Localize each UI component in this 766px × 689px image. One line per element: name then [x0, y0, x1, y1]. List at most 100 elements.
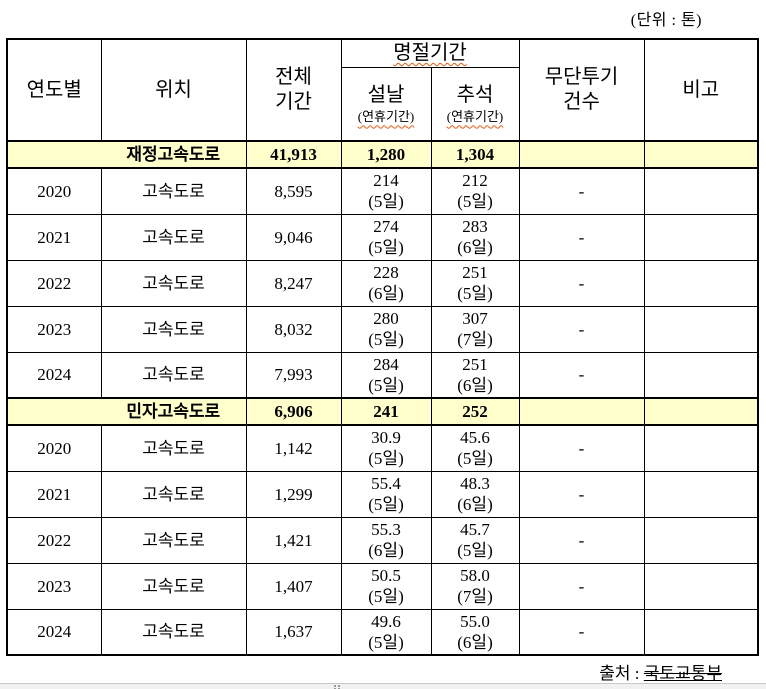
dumping-stats-table: 연도별 위치 전체 기간 명절기간 무단투기 건수 비고 설날 (연휴기간) 추…	[6, 38, 760, 656]
table-row: 2022 고속도로 1,421 55.3 (6일) 45.7 (5일) -	[6, 516, 759, 564]
seollal-sub-label: (연휴기간)	[357, 109, 415, 125]
total-cell: 9,046	[245, 213, 342, 261]
remarks-cell	[643, 259, 759, 307]
dumping-count-cell	[518, 140, 645, 169]
year-cell: 2024	[6, 608, 102, 656]
location-cell: 민자고속도로	[100, 397, 247, 426]
location-cell: 고속도로	[100, 351, 247, 399]
year-cell: 2021	[6, 470, 102, 518]
remarks-cell	[643, 424, 759, 472]
remarks-cell	[643, 470, 759, 518]
chuseok-cell: 45.7 (5일)	[430, 516, 520, 564]
holiday-group-label: 명절기간	[393, 41, 467, 64]
location-cell: 고속도로	[100, 167, 247, 215]
dumping-count-cell	[518, 397, 645, 426]
col-header-seollal: 설날 (연휴기간)	[340, 66, 432, 142]
chuseok-cell: 1,304	[430, 140, 520, 169]
seollal-cell: 228 (6일)	[340, 259, 432, 307]
seollal-cell: 55.3 (6일)	[340, 516, 432, 564]
remarks-cell	[643, 397, 759, 426]
source-value: 국토교통부	[643, 664, 722, 683]
year-cell	[6, 140, 101, 169]
unit-label: (단위 : 톤)	[630, 12, 702, 29]
chuseok-cell: 251 (6일)	[430, 351, 520, 399]
remarks-cell	[643, 562, 759, 610]
year-cell: 2023	[6, 305, 102, 353]
table-row: 2020 고속도로 8,595 214 (5일) 212 (5일) -	[6, 167, 759, 215]
dumping-count-cell: -	[518, 167, 645, 215]
table-row: 2021 고속도로 1,299 55.4 (5일) 48.3 (6일) -	[6, 470, 759, 518]
col-header-dumping-line2: 건수	[563, 91, 600, 113]
col-header-dumping-count: 무단투기 건수	[518, 38, 645, 142]
table-body: 재정고속도로 41,913 1,280 1,304 2020 고속도로 8,595 214 (5…	[6, 140, 759, 656]
seollal-cell: 280 (5일)	[340, 305, 432, 353]
col-header-total-period: 전체 기간	[245, 38, 342, 142]
location-cell: 고속도로	[100, 608, 247, 656]
location-cell: 고속도로	[100, 470, 247, 518]
dumping-count-cell: -	[518, 259, 645, 307]
location-cell: 재정고속도로	[100, 140, 247, 169]
year-cell: 2022	[6, 259, 102, 307]
year-cell	[6, 397, 101, 426]
resize-grip-icon[interactable]	[334, 685, 336, 687]
table-row: 2023 고속도로 8,032 280 (5일) 307 (7일) -	[6, 305, 759, 353]
col-header-chuseok: 추석 (연휴기간)	[430, 66, 520, 142]
seollal-cell: 30.9 (5일)	[340, 424, 432, 472]
table-row: 2020 고속도로 1,142 30.9 (5일) 45.6 (5일) -	[6, 424, 759, 472]
seollal-cell: 241	[340, 397, 432, 426]
col-header-dumping-line1: 무단투기	[544, 66, 619, 88]
total-cell: 1,407	[245, 562, 342, 610]
dumping-count-cell: -	[518, 213, 645, 261]
dumping-count-cell: -	[518, 351, 645, 399]
remarks-cell	[643, 608, 759, 656]
year-cell: 2022	[6, 516, 102, 564]
source-note: 출처 : 국토교통부	[599, 659, 722, 684]
total-cell: 7,993	[245, 351, 342, 399]
seollal-cell: 49.6 (5일)	[340, 608, 432, 656]
remarks-cell	[643, 167, 759, 215]
col-header-year: 연도별	[6, 38, 102, 142]
dumping-count-cell: -	[518, 470, 645, 518]
total-cell: 1,637	[245, 608, 342, 656]
col-header-holiday-group: 명절기간	[340, 38, 520, 68]
total-cell: 1,142	[245, 424, 342, 472]
location-cell: 고속도로	[100, 562, 247, 610]
seollal-cell: 55.4 (5일)	[340, 470, 432, 518]
chuseok-cell: 283 (6일)	[430, 213, 520, 261]
col-header-location: 위치	[100, 38, 247, 142]
chuseok-cell: 55.0 (6일)	[430, 608, 520, 656]
total-cell: 41,913	[245, 140, 342, 169]
table-row: 2024 고속도로 7,993 284 (5일) 251 (6일) -	[6, 351, 759, 399]
seollal-cell: 50.5 (5일)	[340, 562, 432, 610]
dumping-count-cell: -	[518, 562, 645, 610]
year-cell: 2021	[6, 213, 102, 261]
total-cell: 1,421	[245, 516, 342, 564]
total-cell: 8,032	[245, 305, 342, 353]
year-cell: 2020	[6, 424, 102, 472]
summary-row: 재정고속도로 41,913 1,280 1,304	[6, 140, 759, 169]
col-header-total-line2: 기간	[275, 91, 312, 113]
year-cell: 2024	[6, 351, 102, 399]
year-cell: 2023	[6, 562, 102, 610]
header-row-sub: 설날 (연휴기간) 추석 (연휴기간)	[7, 66, 758, 142]
seollal-cell: 274 (5일)	[340, 213, 432, 261]
chuseok-cell: 251 (5일)	[430, 259, 520, 307]
header-row-top: 연도별 위치 전체 기간 명절기간 무단투기 건수 비고	[6, 38, 759, 142]
location-cell: 고속도로	[100, 305, 247, 353]
chuseok-cell: 45.6 (5일)	[430, 424, 520, 472]
seollal-cell: 284 (5일)	[340, 351, 432, 399]
total-cell: 1,299	[245, 470, 342, 518]
dumping-count-cell: -	[518, 305, 645, 353]
location-cell: 고속도로	[100, 424, 247, 472]
dumping-count-cell: -	[518, 608, 645, 656]
col-header-remarks: 비고	[643, 38, 759, 142]
remarks-cell	[643, 351, 759, 399]
total-cell: 8,595	[245, 167, 342, 215]
chuseok-cell: 307 (7일)	[430, 305, 520, 353]
col-header-total-line1: 전체	[275, 66, 312, 88]
seollal-label: 설날	[367, 84, 405, 107]
table-row: 2023 고속도로 1,407 50.5 (5일) 58.0 (7일) -	[6, 562, 759, 610]
chuseok-cell: 252	[430, 397, 520, 426]
window-bottom-edge	[0, 683, 766, 689]
remarks-cell	[643, 516, 759, 564]
